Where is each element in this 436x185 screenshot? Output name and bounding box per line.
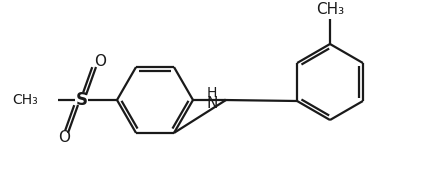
Text: CH₃: CH₃ (316, 2, 344, 17)
Text: CH₃: CH₃ (12, 93, 38, 107)
Text: S: S (76, 91, 88, 109)
Text: N: N (206, 97, 218, 112)
Text: H: H (207, 86, 217, 100)
Text: O: O (94, 55, 106, 70)
Text: O: O (58, 130, 70, 145)
